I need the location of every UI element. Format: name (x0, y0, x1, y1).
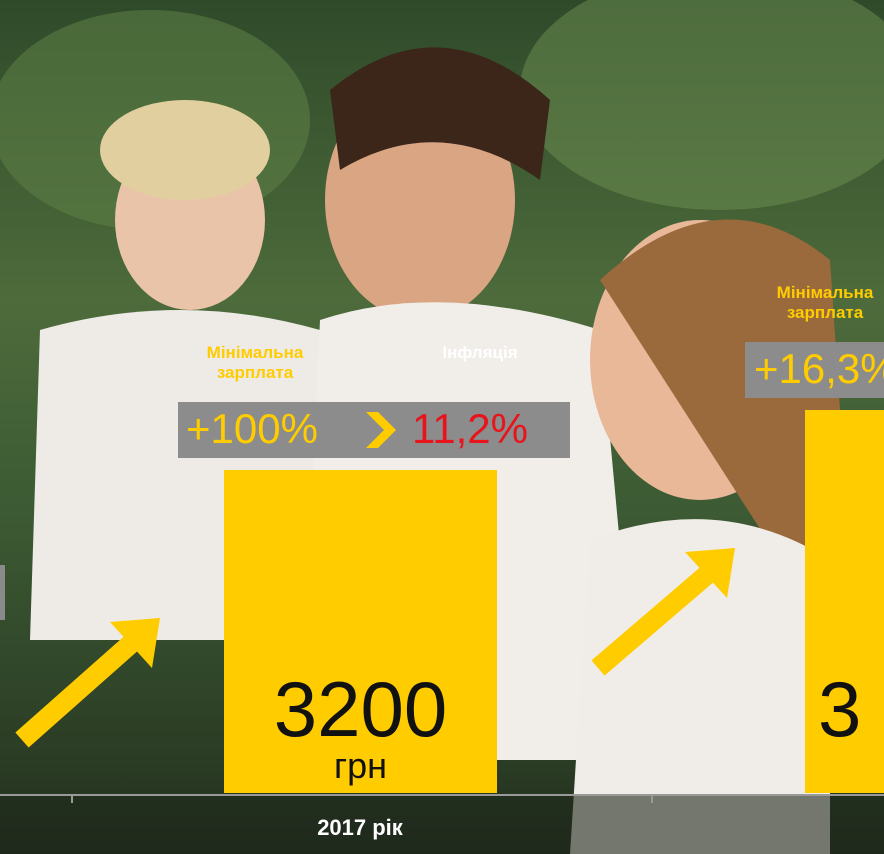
arrow (591, 548, 735, 676)
year: 2017 рік (317, 815, 403, 840)
currency: грн (333, 745, 388, 786)
wage-change: +100% (186, 405, 318, 452)
arrow (15, 618, 160, 748)
wage-label: Мінімальна зарплата (206, 343, 304, 382)
wage-change: +16,3% (754, 345, 884, 392)
inflation-label: Інфляція (442, 343, 518, 362)
bar (224, 470, 497, 793)
chevron (366, 412, 396, 448)
wage-label: Мінімальна зарплата (776, 283, 874, 322)
amount: 3200 (273, 665, 448, 753)
label-box (745, 342, 884, 398)
label-box (178, 402, 570, 458)
inflation-value: 11,2% (412, 405, 528, 452)
amount: 3 (818, 665, 862, 753)
bar (805, 410, 884, 793)
